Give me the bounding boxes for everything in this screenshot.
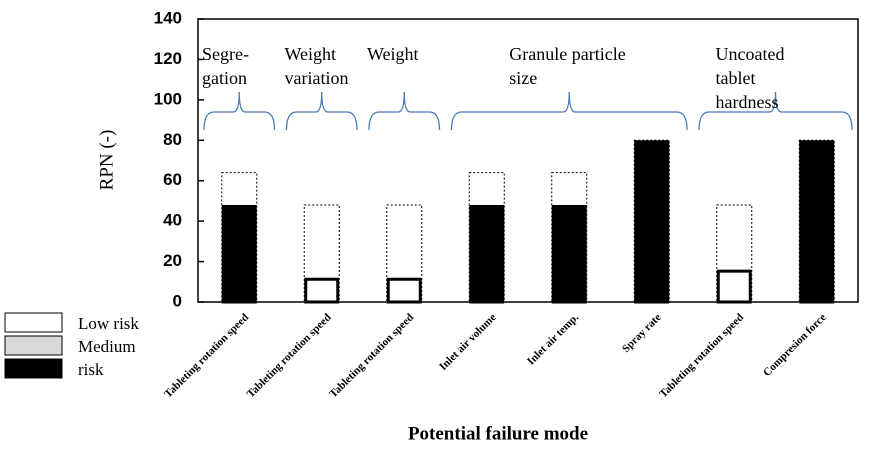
x-axis-label: Potential failure mode — [408, 423, 588, 444]
group-brace — [698, 91, 853, 131]
x-tick-label: Compresion force — [761, 311, 829, 379]
x-tick-label: Spray rate — [620, 311, 664, 355]
bar — [221, 204, 257, 304]
group-label: Granule particle — [509, 44, 625, 64]
bar — [551, 204, 587, 304]
x-tick-label: Tableting rotation speed — [162, 311, 251, 400]
group-label: variation — [285, 68, 349, 88]
x-tick-label: Inlet air temp. — [525, 311, 581, 367]
legend-swatch — [4, 312, 63, 333]
x-tick-label: Tableting rotation speed — [245, 311, 334, 400]
legend-swatch — [4, 335, 63, 356]
group-label: hardness — [716, 92, 779, 112]
group-label: size — [509, 68, 537, 88]
x-tick-label: Inlet air volume — [437, 311, 499, 373]
y-axis-label: RPN (-) — [96, 130, 117, 191]
group-label: tablet — [716, 68, 756, 88]
x-tick-label: Tableting rotation speed — [327, 311, 416, 400]
bar — [799, 140, 835, 304]
group-brace — [368, 91, 441, 131]
y-tick-label: 0 — [173, 291, 182, 310]
bar — [716, 269, 752, 304]
group-label: gation — [202, 68, 247, 88]
bar — [386, 277, 422, 304]
y-tick-label: 140 — [154, 8, 182, 27]
legend-label: Medium — [78, 337, 136, 356]
legend-label: Low risk — [78, 314, 139, 333]
group-brace — [203, 91, 276, 131]
y-tick-label: 120 — [154, 49, 182, 68]
y-tick-label: 80 — [163, 130, 182, 149]
bar — [469, 204, 505, 304]
y-tick-label: 100 — [154, 89, 182, 108]
bar — [304, 277, 340, 304]
y-tick-label: 20 — [163, 251, 182, 270]
group-label: Weight — [367, 44, 419, 64]
y-tick-label: 60 — [163, 170, 182, 189]
group-label: Segre- — [202, 44, 249, 64]
plot-frame — [197, 18, 859, 303]
group-label: Uncoated — [716, 44, 785, 64]
bar — [634, 140, 670, 304]
group-label: Weight — [285, 44, 337, 64]
legend-swatch — [4, 358, 63, 379]
x-tick-label: Tableting rotation speed — [657, 311, 746, 400]
legend-label: risk — [78, 360, 104, 379]
y-tick-label: 40 — [163, 211, 182, 230]
group-brace — [450, 91, 688, 131]
group-brace — [285, 91, 358, 131]
